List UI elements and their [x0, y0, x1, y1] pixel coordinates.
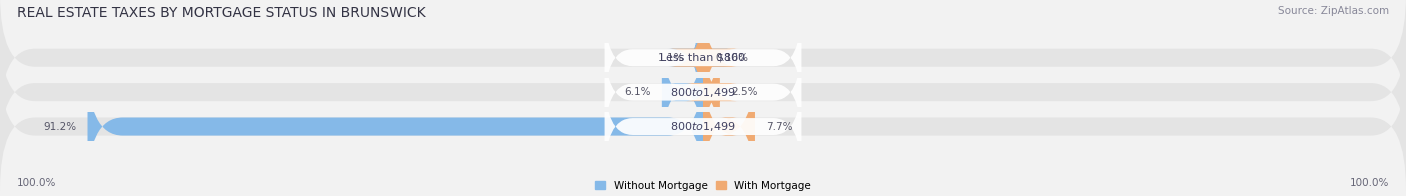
FancyBboxPatch shape — [0, 63, 1406, 190]
Text: 100.0%: 100.0% — [17, 178, 56, 188]
FancyBboxPatch shape — [87, 63, 703, 190]
Text: 2.5%: 2.5% — [731, 87, 758, 97]
FancyBboxPatch shape — [605, 8, 801, 108]
FancyBboxPatch shape — [668, 0, 731, 122]
FancyBboxPatch shape — [669, 0, 738, 122]
FancyBboxPatch shape — [0, 28, 1406, 156]
Text: 1.1%: 1.1% — [658, 53, 685, 63]
Text: 7.7%: 7.7% — [766, 122, 793, 132]
FancyBboxPatch shape — [605, 42, 801, 142]
FancyBboxPatch shape — [685, 28, 738, 156]
Text: $800 to $1,499: $800 to $1,499 — [671, 86, 735, 99]
FancyBboxPatch shape — [0, 0, 1406, 122]
Text: 100.0%: 100.0% — [1350, 178, 1389, 188]
Text: $800 to $1,499: $800 to $1,499 — [671, 120, 735, 133]
Text: 6.1%: 6.1% — [624, 87, 651, 97]
FancyBboxPatch shape — [605, 77, 801, 176]
Text: 91.2%: 91.2% — [44, 122, 76, 132]
Text: Less than $800: Less than $800 — [661, 53, 745, 63]
Text: Source: ZipAtlas.com: Source: ZipAtlas.com — [1278, 6, 1389, 16]
Legend: Without Mortgage, With Mortgage: Without Mortgage, With Mortgage — [595, 181, 811, 191]
FancyBboxPatch shape — [662, 28, 703, 156]
Text: REAL ESTATE TAXES BY MORTGAGE STATUS IN BRUNSWICK: REAL ESTATE TAXES BY MORTGAGE STATUS IN … — [17, 6, 426, 20]
Text: 0.16%: 0.16% — [716, 53, 748, 63]
FancyBboxPatch shape — [703, 63, 755, 190]
